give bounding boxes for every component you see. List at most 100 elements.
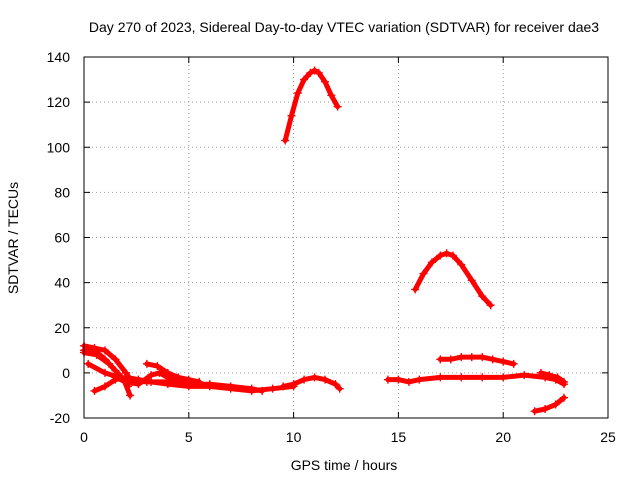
data-point <box>467 353 476 362</box>
y-tick-label: 20 <box>54 320 70 336</box>
series-arc-10 <box>383 371 568 389</box>
x-tick-label: 10 <box>286 429 302 445</box>
data-point <box>383 375 392 384</box>
data-point <box>279 382 288 391</box>
data-point <box>174 377 183 386</box>
data-point <box>90 386 99 395</box>
y-tick-label: -20 <box>50 410 70 426</box>
data-point <box>287 111 296 120</box>
y-tick-label: 80 <box>54 184 70 200</box>
tick-layer: 0 5 10 15 20 25 -20 0 20 40 60 80 100 120 140 <box>47 49 616 445</box>
data-point <box>436 373 445 382</box>
data-point <box>281 136 290 145</box>
data-point <box>155 368 164 377</box>
data-point <box>415 375 424 384</box>
y-tick-label: 140 <box>47 49 71 65</box>
data-point <box>335 384 344 393</box>
y-tick-label: 40 <box>54 275 70 291</box>
data-point <box>184 380 193 389</box>
data-point <box>306 68 315 77</box>
x-tick-label: 25 <box>600 429 616 445</box>
data-point <box>394 375 403 384</box>
series-arc-9 <box>281 66 342 145</box>
data-point <box>247 384 256 393</box>
series-arc-13 <box>530 393 568 416</box>
data-point <box>419 269 428 278</box>
series-track <box>538 370 567 385</box>
x-tick-label: 0 <box>80 429 88 445</box>
data-point <box>499 373 508 382</box>
data-point <box>448 251 457 260</box>
data-point <box>436 355 445 364</box>
data-point <box>327 91 336 100</box>
data-point <box>499 357 508 366</box>
x-tick-label: 5 <box>185 429 193 445</box>
data-point <box>404 377 413 386</box>
data-point <box>300 375 309 384</box>
data-point <box>268 384 277 393</box>
data-point <box>436 251 445 260</box>
data-point <box>147 371 156 380</box>
data-point <box>331 380 340 389</box>
data-point <box>457 260 466 269</box>
data-point <box>457 353 466 362</box>
data-point <box>134 380 143 389</box>
data-point <box>100 346 109 355</box>
series-arc-11 <box>411 249 495 310</box>
data-point <box>293 89 302 98</box>
data-point <box>310 373 319 382</box>
x-tick-label: 15 <box>391 429 407 445</box>
data-point <box>321 375 330 384</box>
data-point <box>559 393 568 402</box>
data-point <box>411 285 420 294</box>
series-arc-14 <box>536 368 568 386</box>
data-point <box>486 301 495 310</box>
data-point <box>126 391 135 400</box>
data-point <box>333 102 342 111</box>
data-point <box>100 382 109 391</box>
chart-title: Day 270 of 2023, Sidereal Day-to-day VTE… <box>89 19 599 35</box>
data-point <box>92 350 101 359</box>
series-track <box>282 68 341 143</box>
data-point <box>105 359 114 368</box>
data-point <box>446 355 455 364</box>
y-tick-label: 120 <box>47 94 71 110</box>
data-point <box>321 77 330 86</box>
data-point <box>541 404 550 413</box>
y-tick-label: 100 <box>47 139 71 155</box>
data-point <box>258 386 267 395</box>
data-point <box>551 400 560 409</box>
data-point <box>163 373 172 382</box>
data-point <box>467 276 476 285</box>
data-point <box>545 371 554 380</box>
data-point <box>226 382 235 391</box>
data-point <box>530 407 539 416</box>
grid-layer <box>84 57 608 418</box>
y-tick-label: 0 <box>62 365 70 381</box>
data-layer <box>80 66 568 416</box>
data-point <box>153 362 162 371</box>
series-track <box>532 395 567 414</box>
x-axis-label: GPS time / hours <box>291 457 398 473</box>
data-point <box>520 371 529 380</box>
data-point <box>100 368 109 377</box>
series-track <box>412 250 494 308</box>
data-point <box>427 258 436 267</box>
data-point <box>142 359 151 368</box>
x-tick-label: 20 <box>495 429 511 445</box>
y-tick-label: 60 <box>54 230 70 246</box>
data-point <box>478 292 487 301</box>
data-point <box>300 75 309 84</box>
data-point <box>478 353 487 362</box>
y-axis-label: SDTVAR / TECUs <box>5 182 21 294</box>
data-point <box>442 249 451 258</box>
data-point <box>478 373 487 382</box>
data-point <box>488 355 497 364</box>
data-point <box>111 373 120 382</box>
data-point <box>121 377 130 386</box>
data-point <box>195 377 204 386</box>
data-point <box>111 355 120 364</box>
data-point <box>310 66 319 75</box>
